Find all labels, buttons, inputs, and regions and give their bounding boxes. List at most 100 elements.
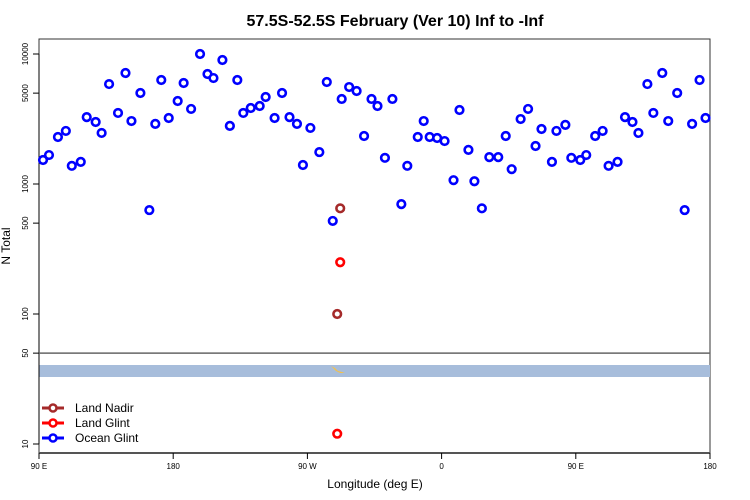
x-tick-label: 180 (167, 462, 181, 471)
ocean-glint-point (379, 152, 391, 163)
ocean-glint-point (75, 156, 86, 167)
y-tick-label: 100 (21, 307, 30, 321)
ocean-glint-point (224, 120, 235, 131)
ocean-glint-point (560, 119, 571, 130)
land-glint-point (335, 257, 346, 268)
ocean-glint-point (112, 107, 124, 119)
ocean-glint-point (439, 135, 450, 147)
y-tick-label: 5000 (21, 84, 30, 102)
ocean-glint-point (96, 127, 107, 139)
ocean-glint-point (269, 112, 280, 124)
ocean-glint-point (603, 160, 614, 171)
ocean-glint-point (687, 118, 698, 129)
ocean-glint-point (178, 77, 189, 89)
ocean-glint-point (232, 74, 243, 86)
ocean-glint-point (344, 81, 355, 93)
ocean-glint-point (387, 93, 398, 105)
ocean-glint-point (657, 67, 668, 79)
x-tick-label: 90 W (298, 462, 317, 471)
ocean-glint-point (351, 85, 362, 97)
ocean-glint-point (291, 118, 303, 129)
ocean-glint-point (103, 78, 115, 90)
x-tick-label: 90 E (568, 462, 584, 471)
y-tick-label: 10000 (21, 42, 30, 65)
ocean-glint-point (126, 115, 137, 127)
ocean-glint-point (448, 175, 459, 186)
ocean-glint-point (590, 130, 601, 142)
ocean-glint-point (418, 115, 429, 127)
y-tick-label: 500 (21, 216, 30, 230)
ocean-glint-point (672, 87, 683, 99)
legend-label: Ocean Glint (75, 431, 139, 445)
map-strip (39, 365, 710, 377)
ocean-glint-point (493, 152, 504, 163)
legend-marker (48, 418, 58, 428)
legend-label: Land Glint (75, 416, 130, 430)
ocean-glint-point (135, 87, 146, 99)
ocean-glint-point (321, 76, 332, 88)
ocean-glint-point (144, 204, 155, 216)
legend-label: Land Nadir (75, 401, 134, 415)
ocean-glint-point (52, 131, 64, 143)
ocean-glint-point (536, 123, 547, 135)
ocean-glint-point (679, 204, 690, 216)
ocean-glint-point (336, 93, 347, 105)
y-axis-label: N Total (0, 227, 13, 264)
ocean-glint-point (120, 67, 131, 79)
ocean-glint-point (150, 118, 161, 129)
ocean-glint-point (463, 144, 474, 155)
land-glint-point (332, 428, 343, 439)
ocean-glint-point (633, 127, 644, 139)
ocean-glint-point (412, 131, 423, 143)
ocean-glint-point (305, 122, 316, 134)
ocean-glint-point (276, 87, 288, 99)
ocean-glint-point (238, 107, 249, 119)
ocean-glint-point (81, 112, 92, 123)
ocean-glint-point (90, 116, 101, 128)
ocean-glint-point (612, 156, 623, 167)
ocean-glint-point (156, 74, 167, 86)
x-tick-label: 0 (439, 462, 444, 471)
ocean-glint-point (522, 103, 534, 115)
ocean-glint-point (66, 160, 77, 171)
ocean-glint-point (469, 176, 480, 187)
ocean-glint-point (500, 130, 511, 142)
ocean-glint-point (627, 116, 638, 128)
ocean-glint-point (358, 130, 370, 142)
ocean-glint-point (372, 100, 383, 112)
ocean-glint-point (530, 140, 541, 152)
chart-title: 57.5S-52.5S February (Ver 10) Inf to -In… (247, 13, 545, 30)
ocean-glint-point (254, 100, 265, 112)
ocean-glint-point (663, 115, 674, 127)
ocean-glint-point (297, 159, 309, 171)
ocean-glint-point (642, 78, 653, 90)
ocean-glint-point (172, 95, 183, 107)
ocean-glint-point (515, 113, 526, 125)
x-tick-label: 180 (703, 462, 717, 471)
ocean-glint-point (402, 160, 413, 171)
ocean-glint-point (566, 152, 577, 163)
legend-marker (48, 403, 58, 413)
ocean-glint-point (43, 149, 55, 161)
ocean-glint-point (700, 112, 711, 124)
ocean-glint-point (546, 156, 558, 167)
ocean-glint-point (245, 102, 256, 114)
land-nadir-point (332, 308, 343, 320)
ocean-glint-point (60, 125, 71, 137)
ocean-glint-point (185, 103, 197, 115)
ocean-glint-point (581, 149, 592, 161)
data-points (37, 48, 711, 439)
x-axis: 90 E 180 90 W 0 90 E 180 (31, 452, 717, 471)
legend-marker (48, 433, 58, 443)
ocean-glint-point (396, 199, 407, 210)
ocean-glint-point (597, 125, 608, 137)
ocean-glint-point (284, 112, 295, 123)
ocean-glint-point (260, 91, 271, 103)
ocean-glint-point (194, 48, 206, 60)
ocean-glint-point (163, 112, 174, 124)
ocean-glint-point (619, 112, 631, 123)
ocean-glint-point (476, 203, 487, 214)
ocean-glint-point (217, 54, 228, 66)
